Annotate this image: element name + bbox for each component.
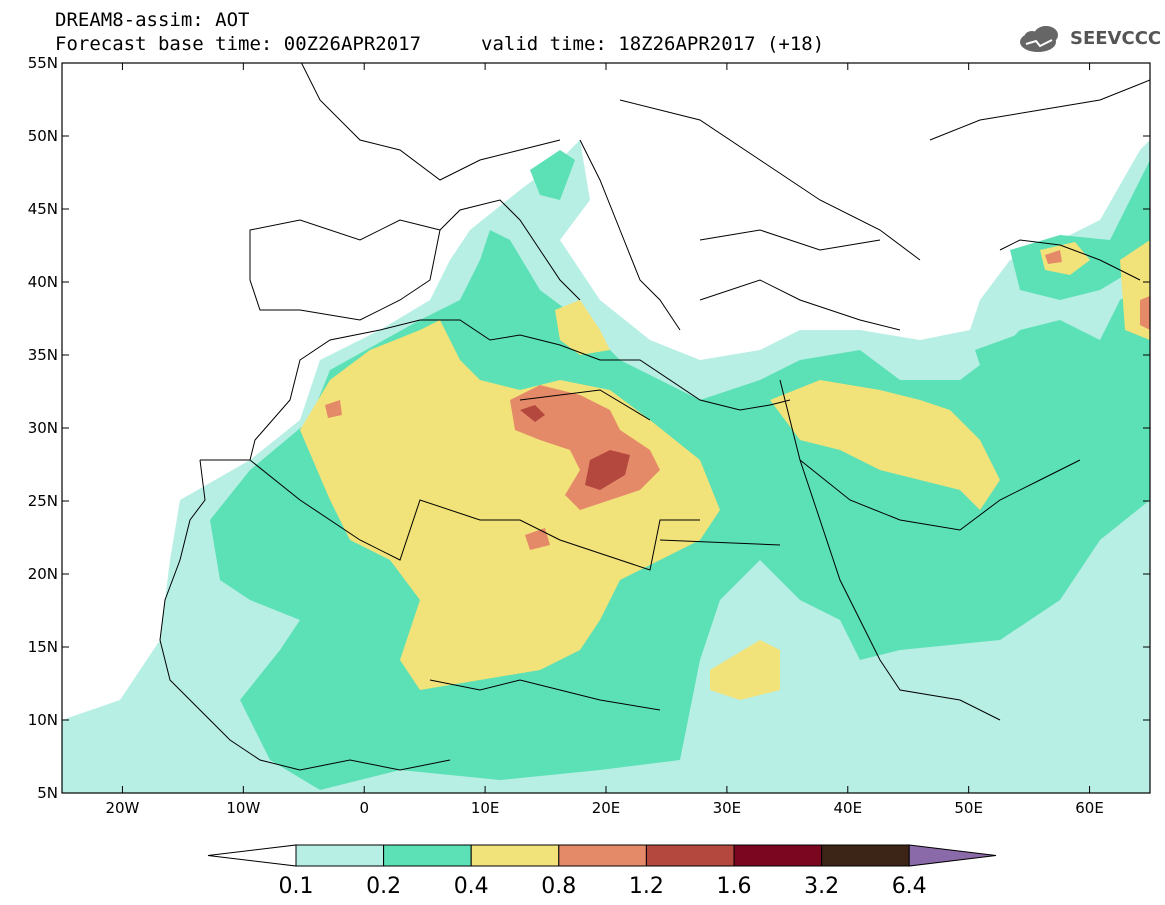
lon-label: 10W — [226, 799, 260, 817]
lat-label: 55N — [28, 54, 58, 72]
logo-text: SEEVCCC — [1070, 28, 1162, 49]
lat-label: 35N — [28, 346, 58, 364]
colorbar-min-arrow — [207, 844, 297, 867]
lon-label: 0 — [359, 799, 369, 817]
colorbar-swatch — [558, 844, 647, 867]
lat-label: 5N — [37, 784, 58, 802]
lon-label: 60E — [1075, 799, 1104, 817]
lon-label: 50E — [954, 799, 983, 817]
longitude-axis: 20W 10W 0 10E 20E 30E 40E 50E 60E — [105, 63, 1104, 817]
lat-label: 40N — [28, 273, 58, 291]
colorbar-max-arrow — [908, 844, 997, 867]
valid-time: valid time: 18Z26APR2017 (+18) — [481, 33, 825, 55]
colorbar-label: 1.2 — [629, 874, 664, 899]
colorbar-label: 0.8 — [541, 874, 576, 899]
colorbar-label: 6.4 — [892, 874, 927, 899]
colorbar-label: 0.2 — [366, 874, 401, 899]
lat-label: 15N — [28, 638, 58, 656]
colorbar-label: 3.2 — [804, 874, 839, 899]
lon-label: 20E — [592, 799, 621, 817]
product-title: DREAM8-assim: AOT — [55, 9, 250, 31]
colorbar: 0.1 0.2 0.4 0.8 1.2 1.6 3.2 6.4 — [207, 844, 997, 899]
lat-label: 45N — [28, 200, 58, 218]
lat-label: 10N — [28, 711, 58, 729]
lat-label: 30N — [28, 419, 58, 437]
lat-label: 50N — [28, 127, 58, 145]
coastlines — [159, 63, 1150, 771]
colorbar-label: 0.4 — [454, 874, 489, 899]
aot-level-0.4 — [300, 240, 1150, 700]
cloud-icon — [1020, 26, 1058, 52]
lon-label: 40E — [833, 799, 862, 817]
latitude-axis: 55N 50N 45N 40N 35N 30N 25N 20N 15N 10N 5N — [28, 54, 1150, 802]
colorbar-label: 1.6 — [717, 874, 752, 899]
aot-level-1.2 — [520, 405, 630, 490]
colorbar-swatch — [733, 844, 823, 867]
lon-label: 10E — [471, 799, 500, 817]
colorbar-swatch — [470, 844, 560, 867]
colorbar-swatch — [821, 844, 910, 867]
base-time: Forecast base time: 00Z26APR2017 — [55, 33, 422, 55]
colorbar-swatch — [645, 844, 735, 867]
aot-level-0.8 — [325, 250, 1150, 550]
lon-label: 30E — [713, 799, 742, 817]
colorbar-swatch — [295, 844, 385, 867]
lat-label: 25N — [28, 492, 58, 510]
lon-label: 20W — [105, 799, 139, 817]
lat-label: 20N — [28, 565, 58, 583]
colorbar-swatch — [383, 844, 472, 867]
colorbar-label: 0.1 — [279, 874, 314, 899]
